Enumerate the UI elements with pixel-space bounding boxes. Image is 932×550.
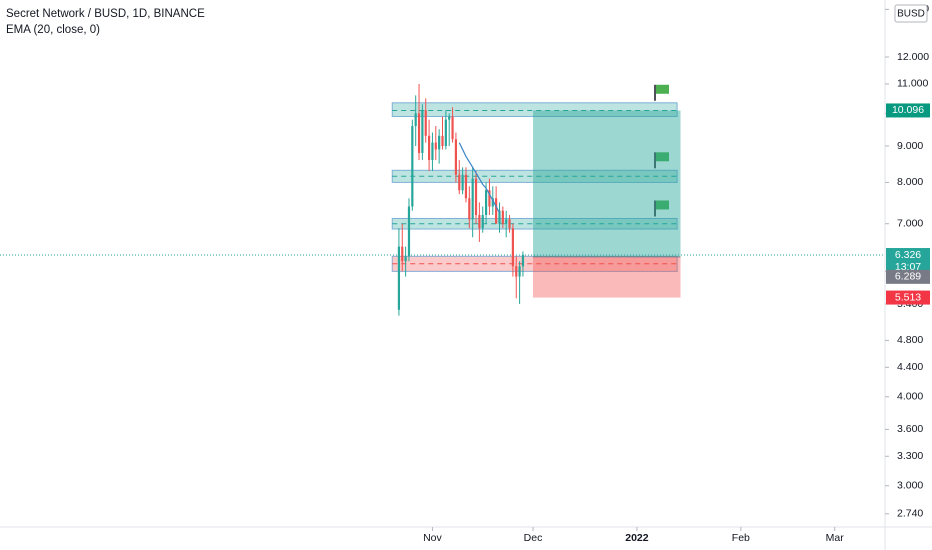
candle-body bbox=[444, 119, 447, 146]
candle-body bbox=[518, 266, 521, 277]
x-tick-label: Nov bbox=[423, 532, 442, 544]
candle-body bbox=[515, 266, 518, 277]
countdown-label: 13:07 bbox=[895, 261, 921, 273]
candle-body bbox=[505, 219, 508, 224]
axis: 14.00012.00011.00010.0009.0008.0007.0006… bbox=[423, 3, 930, 544]
candle-body bbox=[431, 142, 434, 161]
candle-body bbox=[448, 116, 451, 120]
y-tick-label: 4.800 bbox=[897, 334, 923, 346]
candle-body bbox=[404, 256, 407, 262]
candle-body bbox=[491, 198, 494, 207]
x-tick-label: Feb bbox=[732, 532, 750, 544]
y-tick-label: 12.000 bbox=[897, 51, 929, 63]
y-tick-label: 3.000 bbox=[897, 480, 923, 492]
chart-title: Secret Network / BUSD, 1D, BINANCE bbox=[6, 8, 205, 20]
currency-label: BUSD bbox=[897, 9, 925, 20]
zone bbox=[391, 102, 678, 118]
price-label: 6.289 bbox=[895, 271, 921, 283]
y-tick-label: 11.000 bbox=[897, 78, 928, 90]
candle-body bbox=[407, 206, 411, 257]
y-tick-label: 7.000 bbox=[897, 217, 923, 229]
flag bbox=[656, 84, 669, 94]
flag bbox=[656, 152, 669, 162]
candle-body bbox=[474, 178, 478, 216]
y-tick-label: 3.600 bbox=[897, 423, 923, 435]
candle-body bbox=[461, 174, 464, 191]
candle-body bbox=[397, 246, 401, 310]
candle-body bbox=[471, 178, 474, 220]
candle-body bbox=[401, 246, 404, 262]
y-tick-label: 2.740 bbox=[897, 508, 923, 520]
currency-badge[interactable] bbox=[894, 4, 928, 23]
candle-body bbox=[424, 110, 427, 136]
plot bbox=[0, 83, 885, 316]
price-label-box bbox=[886, 103, 930, 118]
candle-body bbox=[438, 135, 441, 150]
indicator-legend: EMA (20, close, 0) bbox=[6, 24, 100, 36]
candle-body bbox=[434, 142, 437, 150]
stop-area bbox=[533, 256, 681, 298]
candle-body bbox=[427, 135, 431, 161]
candle-body bbox=[481, 215, 484, 229]
candle-body bbox=[521, 255, 525, 267]
candle-body bbox=[464, 174, 468, 199]
candle-body bbox=[498, 210, 501, 224]
candle-body bbox=[451, 116, 454, 140]
x-tick-label: 2022 bbox=[625, 532, 649, 544]
candle-body bbox=[458, 174, 461, 191]
price-label-box bbox=[886, 248, 930, 275]
target-area bbox=[533, 110, 681, 257]
candle-body bbox=[411, 126, 414, 207]
ema-line bbox=[458, 142, 501, 214]
x-tick-label: Dec bbox=[524, 532, 543, 544]
y-tick-label: 9.000 bbox=[897, 140, 923, 152]
x-tick-label: Mar bbox=[826, 532, 845, 544]
y-tick-label: 4.000 bbox=[897, 391, 923, 403]
candle-body bbox=[441, 135, 444, 146]
candle-body bbox=[501, 210, 504, 224]
candle-body bbox=[488, 190, 491, 207]
y-tick-label: 4.400 bbox=[897, 361, 923, 373]
y-tick-label: 8.000 bbox=[897, 176, 923, 188]
flag bbox=[656, 200, 669, 210]
candle-body bbox=[511, 228, 514, 267]
price-label-box bbox=[886, 290, 930, 305]
price-label: 10.096 bbox=[892, 104, 924, 116]
candle-body bbox=[417, 113, 421, 153]
candle-body bbox=[478, 215, 481, 229]
candle-body bbox=[484, 190, 488, 216]
candle-body bbox=[495, 198, 498, 224]
price-label-box bbox=[886, 269, 930, 284]
candle-body bbox=[454, 139, 458, 175]
candle-body bbox=[508, 219, 511, 229]
candle-body bbox=[468, 198, 471, 220]
y-tick-label: 3.300 bbox=[897, 450, 923, 462]
candle-body bbox=[414, 113, 417, 127]
candle-body bbox=[421, 110, 424, 153]
price-label: 5.513 bbox=[895, 291, 921, 303]
price-label: 6.326 bbox=[895, 249, 921, 261]
